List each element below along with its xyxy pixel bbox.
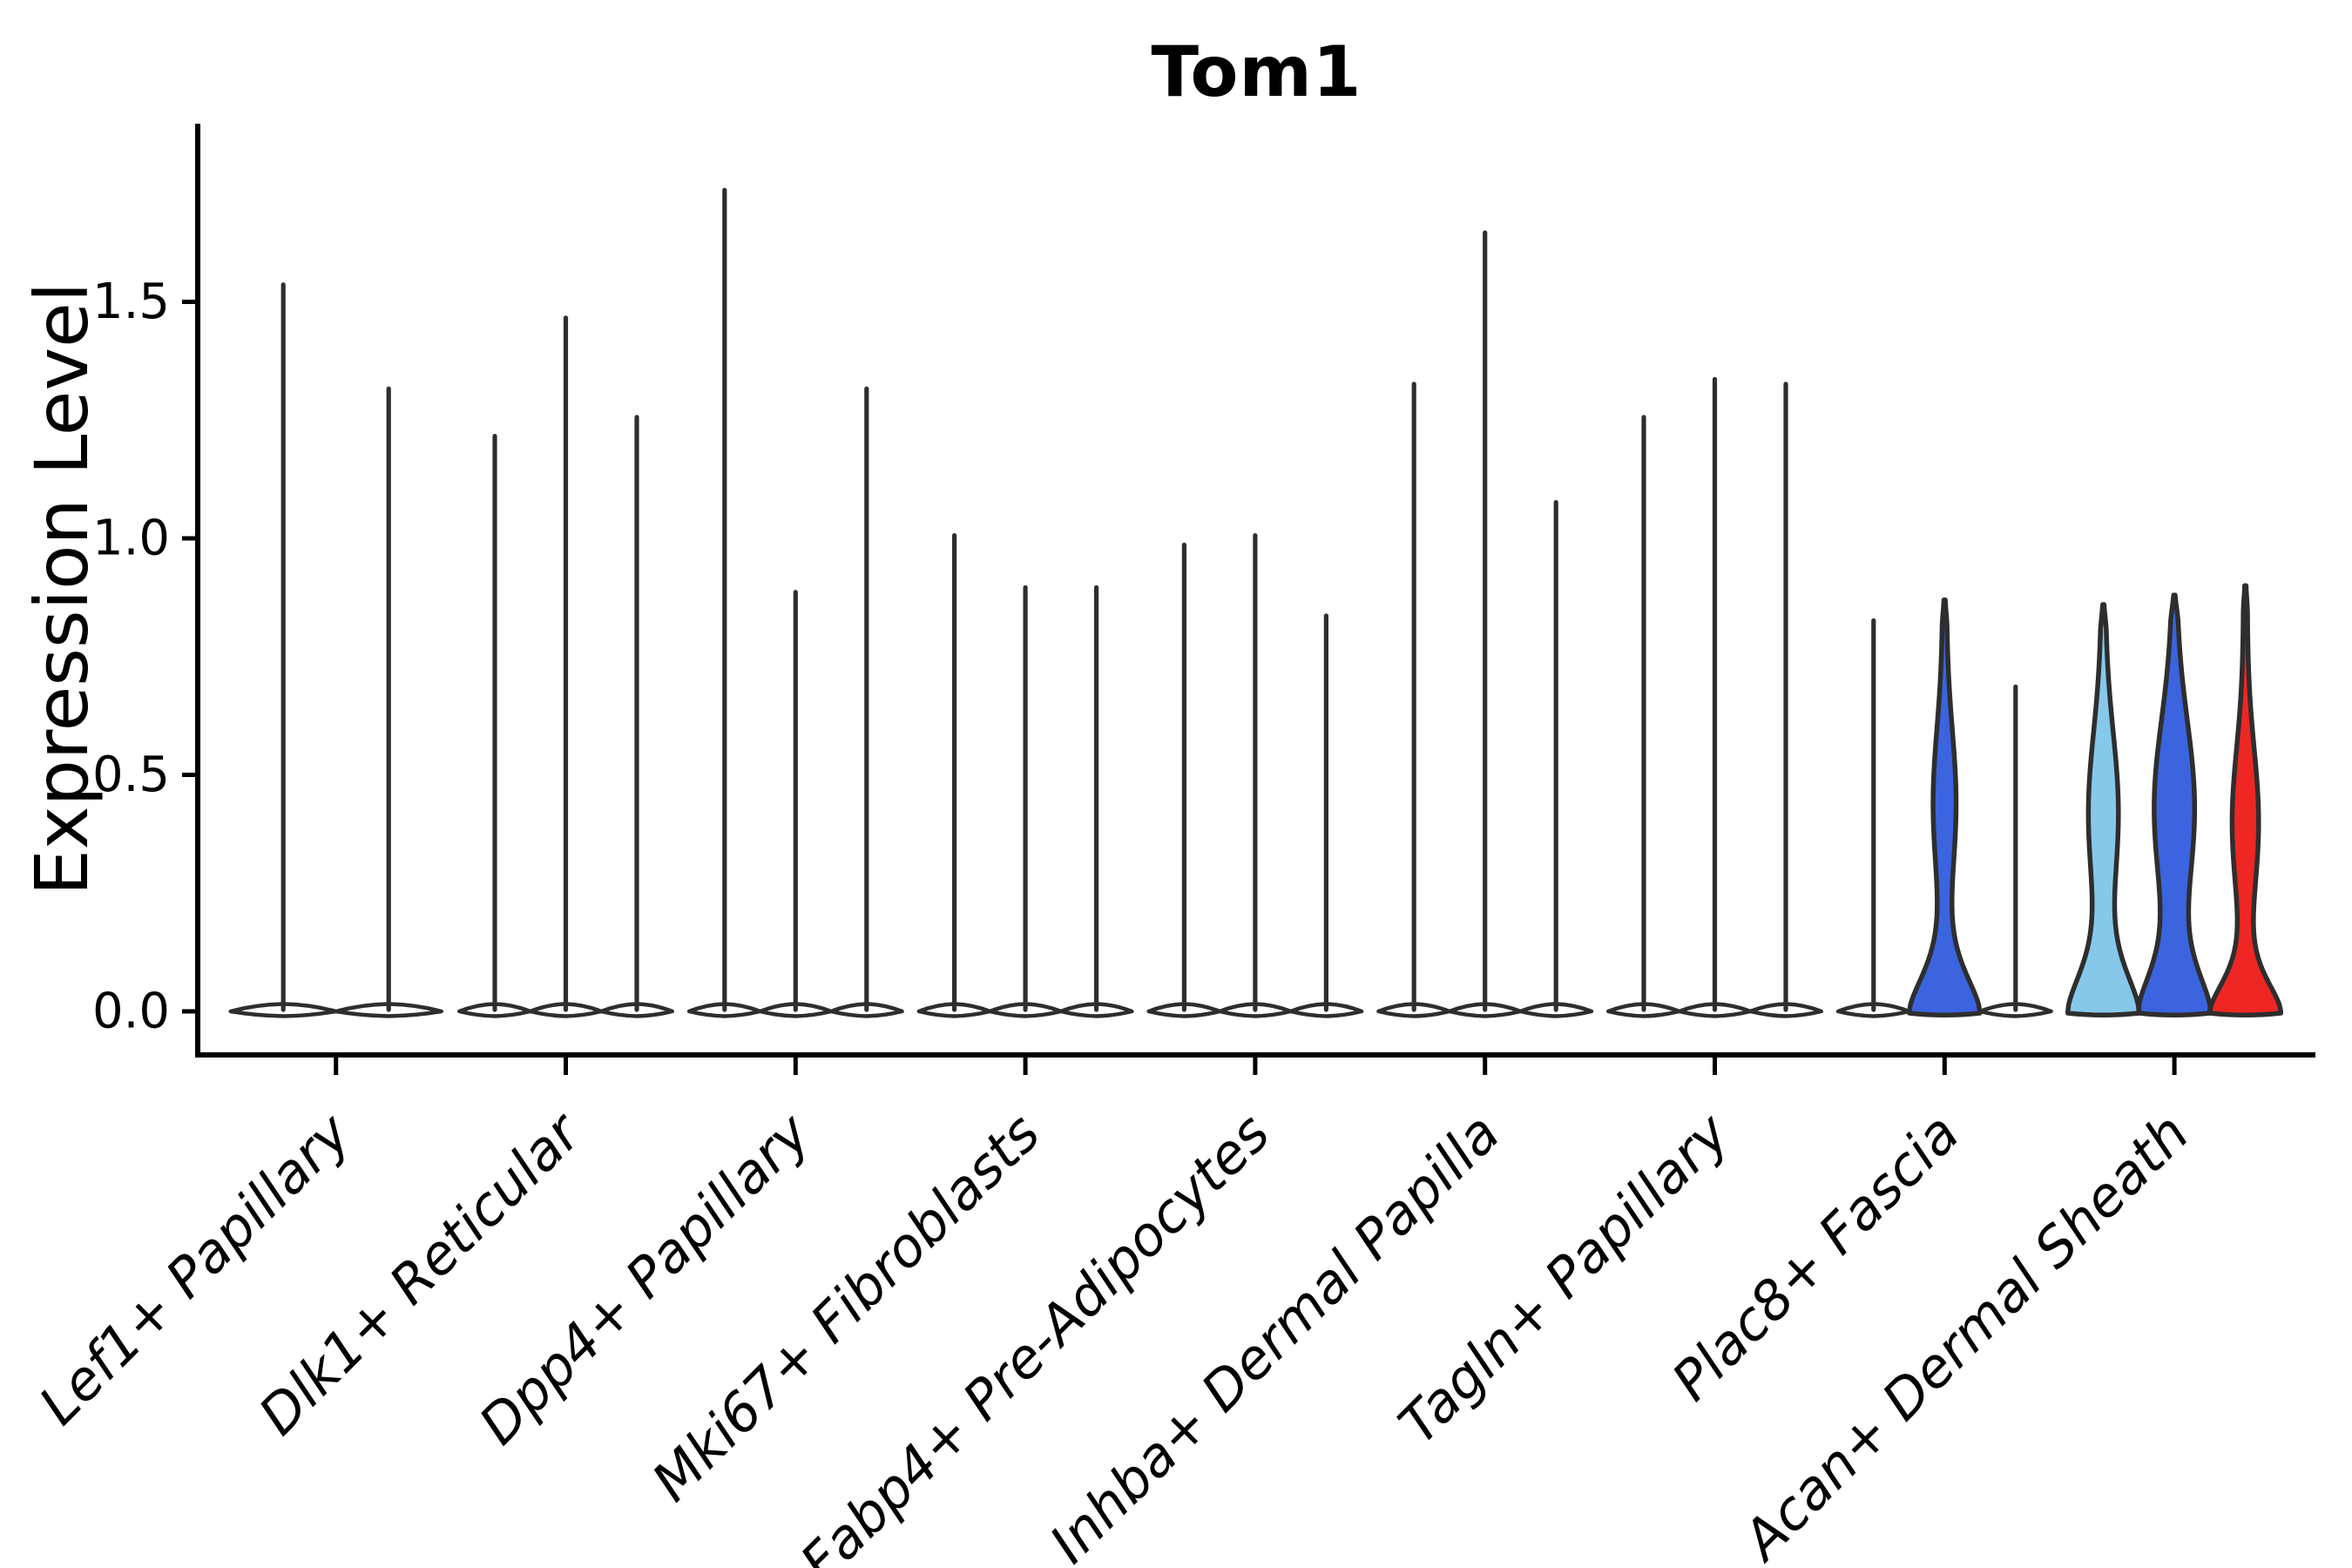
y-axis-label: Expression Level xyxy=(19,281,105,896)
x-category-label: Mki67+ Fibroblasts xyxy=(639,1101,1051,1513)
violin-filled xyxy=(2207,583,2284,1017)
x-category-label: Acan+ Dermal Sheath xyxy=(1728,1101,2201,1568)
y-tick-label: 1.0 xyxy=(92,510,170,567)
violin-filled xyxy=(1907,597,1983,1017)
violin-filled xyxy=(2065,602,2142,1017)
x-category-label: Inhba+ Dermal Papilla xyxy=(1037,1101,1511,1568)
y-tick-label: 0.5 xyxy=(92,747,170,803)
y-tick-label: 1.5 xyxy=(92,274,170,330)
y-tick-label: 0.0 xyxy=(92,983,170,1040)
chart-title: Tom1 xyxy=(1151,31,1362,112)
violin-filled xyxy=(2136,592,2213,1017)
